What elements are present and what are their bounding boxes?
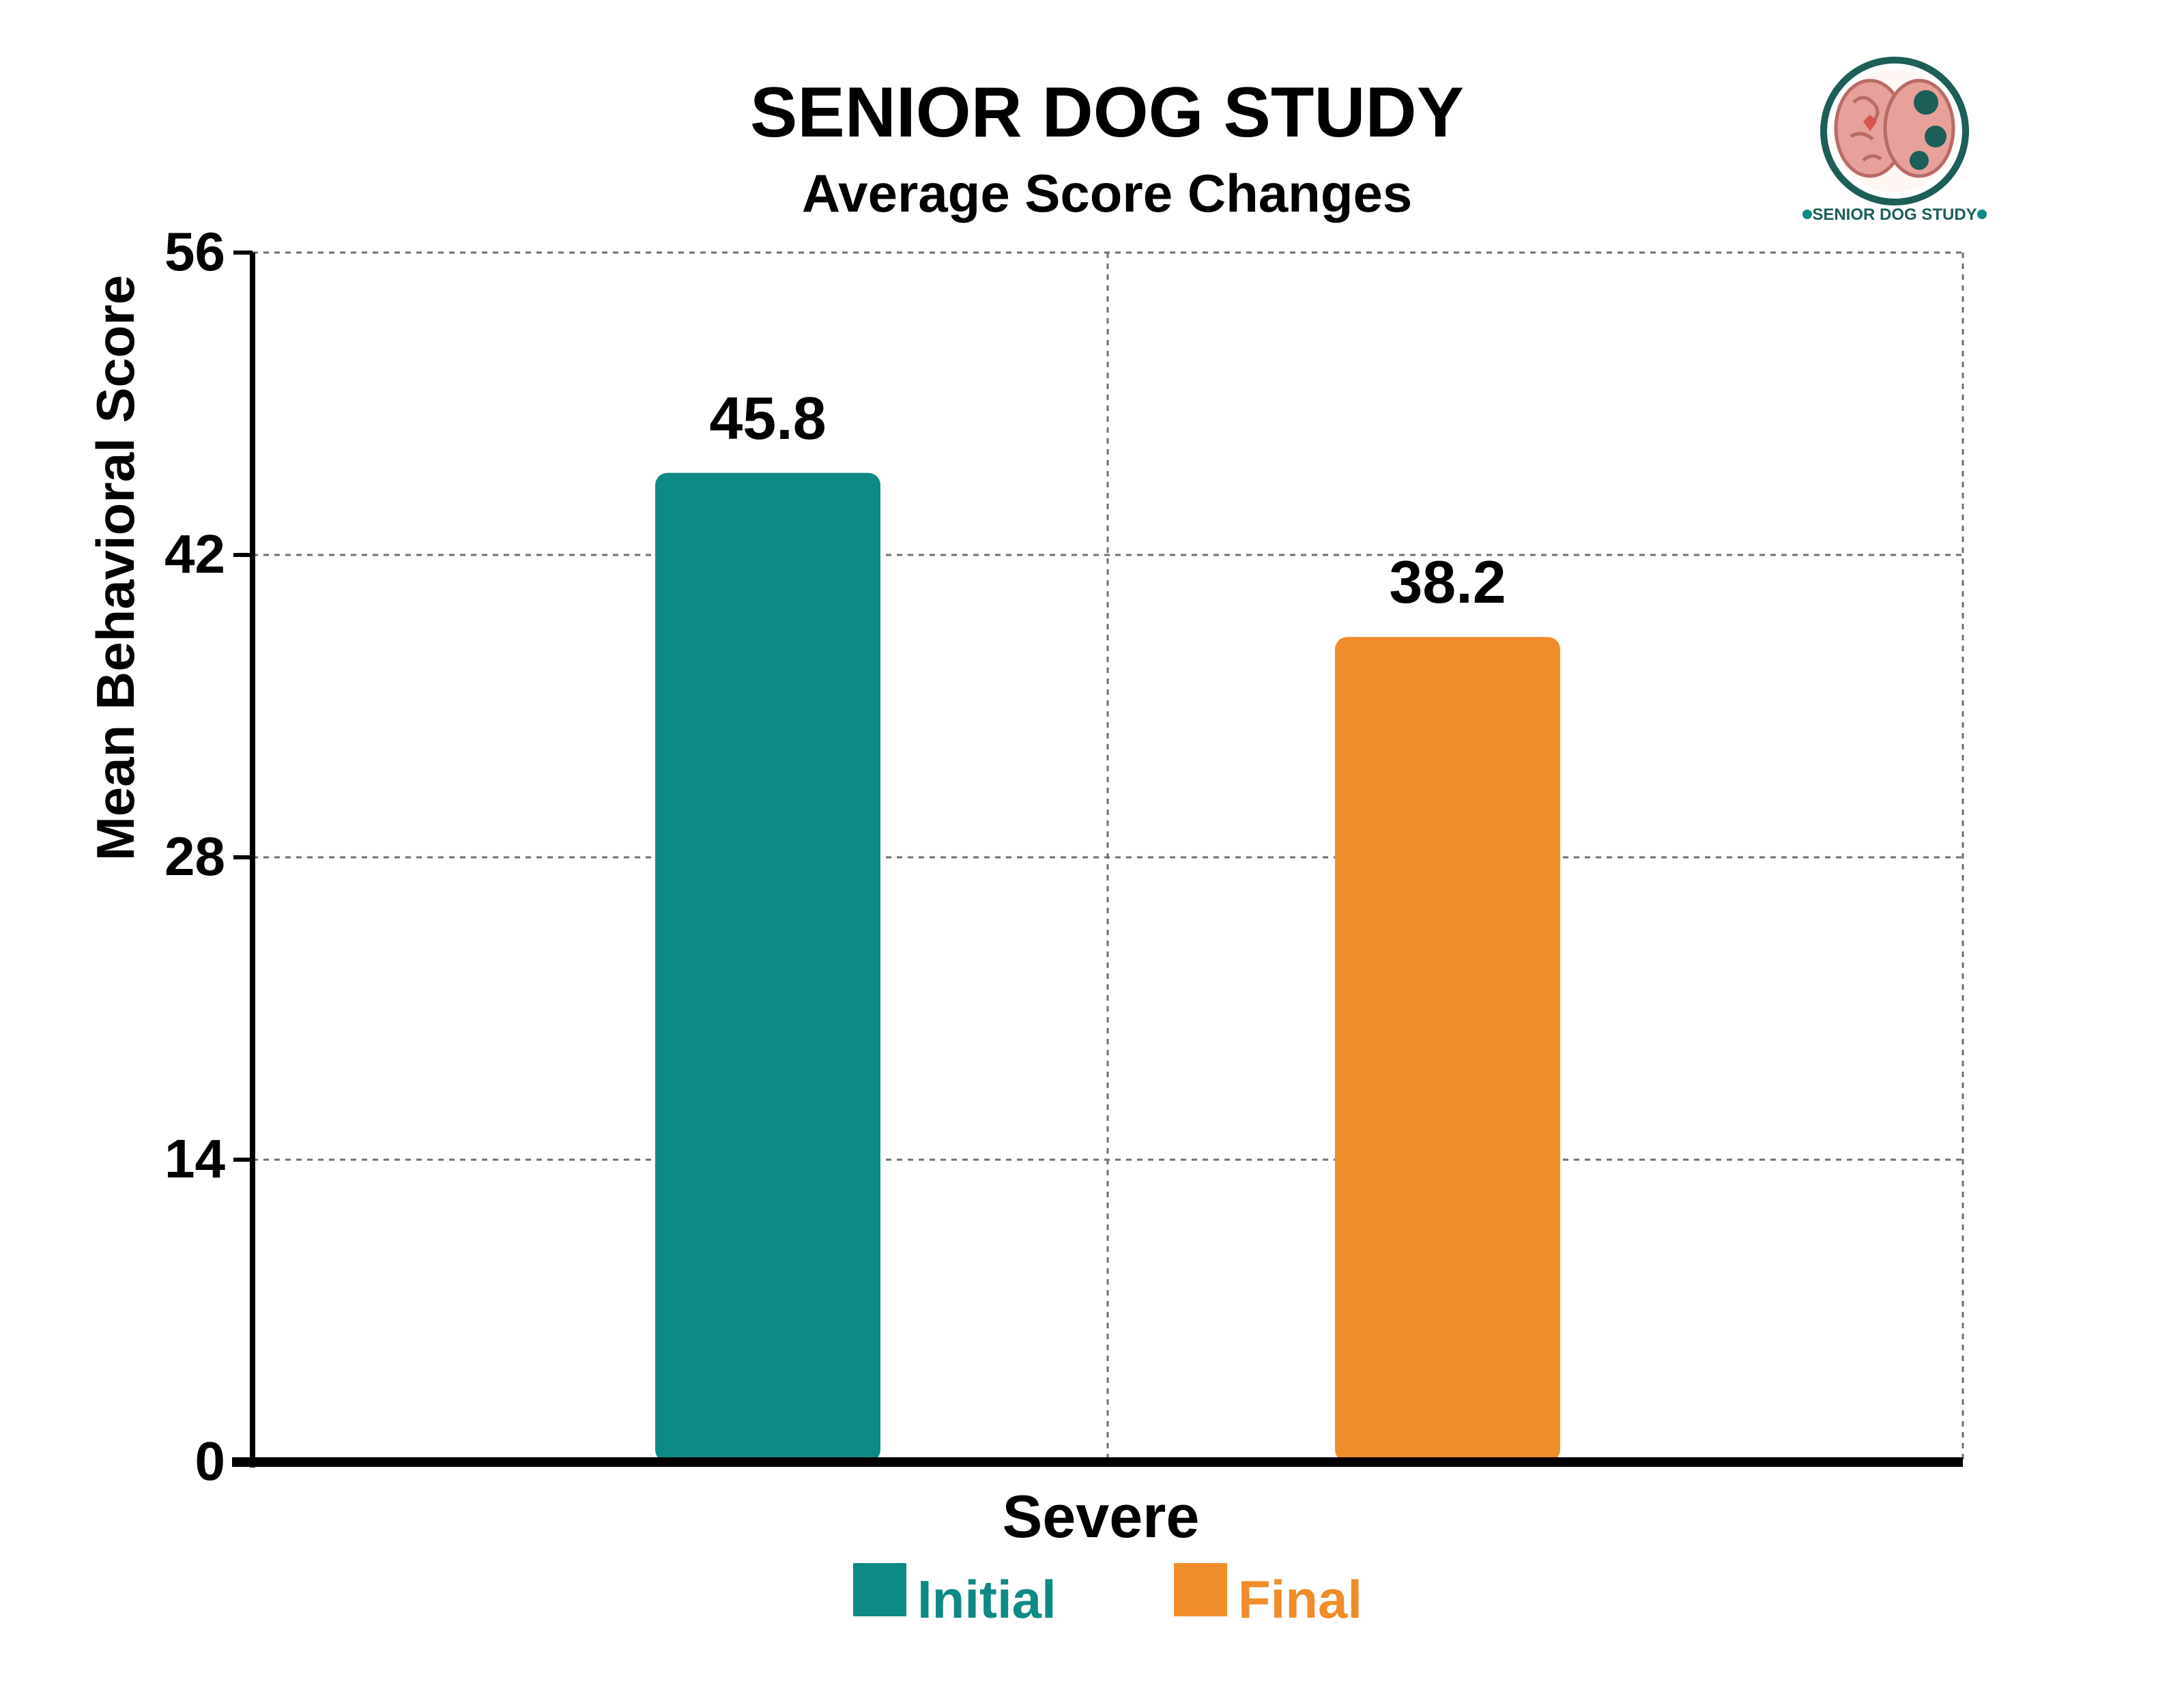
logo-heart (1863, 115, 1877, 131)
logo-figure-3 (1910, 151, 1929, 170)
logo-brain-folds (1850, 96, 1882, 162)
axes-layer: 0 14 28 42 56 Severe (164, 221, 1963, 1550)
legend-label-initial: Initial (917, 1569, 1057, 1629)
chart-subtitle: Average Score Changes (802, 163, 1413, 223)
x-category-label: Severe (1003, 1483, 1200, 1550)
bars-layer (655, 472, 1560, 1463)
brain-logo-icon: SENIOR DOG STUDY (1802, 57, 1987, 224)
logo-figure-2 (1925, 126, 1946, 147)
bar-final (1335, 637, 1560, 1462)
bar-initial (655, 472, 880, 1463)
logo-paw-right (1977, 210, 1987, 219)
legend-swatch-final (1174, 1563, 1227, 1616)
y-axis-title: Mean Behavioral Score (85, 275, 145, 861)
logo-text: SENIOR DOG STUDY (1812, 205, 1977, 224)
logo-figure-1 (1914, 90, 1938, 115)
legend-swatch-initial (853, 1563, 906, 1616)
legend: Initial Final (853, 1563, 1362, 1629)
chart-title: SENIOR DOG STUDY (750, 73, 1464, 152)
y-tick-label: 42 (164, 524, 225, 584)
y-tick-label: 0 (195, 1431, 226, 1491)
labels-layer: 45.8 38.2 (709, 384, 1506, 616)
bar-value-label: 45.8 (709, 384, 826, 452)
y-tick-label: 28 (164, 826, 225, 887)
y-tick-label: 56 (164, 221, 225, 282)
legend-label-final: Final (1238, 1569, 1362, 1629)
grid-layer (253, 251, 1964, 1462)
y-tick-label: 14 (164, 1128, 225, 1189)
logo-paw-left (1802, 210, 1812, 219)
bar-value-label: 38.2 (1389, 548, 1506, 616)
